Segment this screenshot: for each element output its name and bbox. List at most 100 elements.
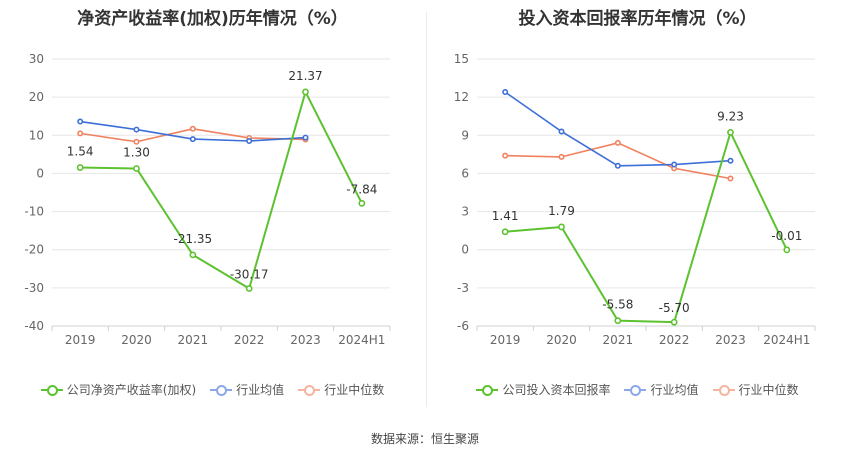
data-point-median [614,139,621,146]
data-point-company [76,164,84,171]
legend-marker [624,384,647,396]
data-point-company [133,165,140,172]
data-point-median [558,153,565,160]
legend-label: 行业均值 [236,383,285,397]
data-point-avg [246,138,253,145]
data-point-avg [671,161,678,168]
x-tick-label: 2023 [715,333,746,347]
y-tick-label: 15 [454,52,469,66]
data-point-median [502,152,509,159]
data-point-company [558,223,565,231]
x-tick-label: 2024H1 [763,333,810,347]
x-tick-label: 2021 [178,333,209,347]
data-point-avg [614,162,621,169]
data-label: -5.58 [602,298,633,312]
data-point-avg [189,136,196,143]
x-tick-label: 2020 [546,333,577,347]
legend-item-company[interactable]: 公司净资产收益率(加权) [40,381,196,398]
x-tick-label: 2019 [65,333,96,347]
data-point-company [245,285,253,292]
legend-marker [298,384,321,396]
legend-marker [40,384,63,396]
roic-chart-panel: 投入资本回报率历年情况（%） 15 12 9 6 3 0 -3 -6 2019 2020 2021 2… [425,0,850,420]
y-tick-label: -6 [457,319,469,333]
data-point-company [302,88,309,96]
data-point-company [783,246,791,254]
data-label: 1.41 [492,209,519,223]
y-tick-label: 30 [29,52,44,66]
series-line-avg [504,91,731,167]
legend-item-avg[interactable]: 行业均值 [210,381,284,398]
roe-chart-panel: 净资产收益率(加权)历年情况（%） 30 20 10 0 -10 -20 -30 -40 201… [0,0,425,420]
y-tick-label: -40 [24,319,44,333]
legend-marker [712,384,735,396]
panel-divider [426,12,427,407]
legend-label: 公司投入资本回报率 [502,383,611,397]
y-tick-label: 0 [36,166,44,180]
data-point-median [77,130,84,137]
x-tick-label: 2020 [121,333,152,347]
data-point-avg [502,89,509,96]
data-point-avg [727,157,734,164]
data-label: -30.17 [230,268,269,282]
legend-marker [210,384,233,396]
roic-legend: 公司投入资本回报率 行业均值 行业中位数 [425,381,850,398]
legend-marker [476,384,499,396]
data-point-company [358,199,366,207]
data-point-median [133,138,140,145]
data-label: 9.23 [717,109,744,123]
data-point-company [189,251,197,259]
data-point-avg [302,134,309,141]
data-label: 21.37 [288,69,322,83]
data-point-median [189,125,196,132]
y-tick-label: 9 [461,128,469,142]
x-tick-label: 2022 [659,333,690,347]
x-tick-label: 2023 [290,333,321,347]
data-source: 数据来源：恒生聚源 [370,432,479,446]
data-point-avg [558,128,565,135]
x-tick-label: 2022 [234,333,265,347]
x-tick-label: 2019 [490,333,521,347]
legend-label: 行业中位数 [324,383,385,397]
roe-legend: 公司净资产收益率(加权) 行业均值 行业中位数 [0,381,425,398]
y-tick-label: 6 [461,166,469,180]
legend-item-avg[interactable]: 行业均值 [624,381,699,398]
y-tick-label: -3 [457,281,469,295]
y-tick-label: -20 [24,243,44,257]
y-tick-label: 12 [454,90,469,104]
series-line-company [80,90,363,290]
data-point-company [614,317,622,325]
data-point-median [727,175,734,182]
data-label: -5.70 [659,301,690,315]
data-label: -7.84 [346,182,377,196]
data-point-company [727,128,734,136]
data-point-avg [77,118,84,125]
data-label: 1.79 [548,204,575,218]
chart-title: 净资产收益率(加权)历年情况（%） [77,9,348,29]
chart-title: 投入资本回报率历年情况（%） [518,9,757,29]
roic-line-chart: 15 12 9 6 3 0 -3 -6 2019 2020 2021 2022 2023 2024H1 1.… [454,52,816,347]
y-tick-label: 20 [29,90,44,104]
legend-item-median[interactable]: 行业中位数 [712,381,799,398]
data-point-company [670,318,678,326]
y-tick-label: -10 [24,205,44,219]
series-line-company [505,131,788,324]
data-point-company [501,228,509,236]
legend-item-company[interactable]: 公司投入资本回报率 [476,381,610,398]
legend-label: 行业均值 [650,383,699,397]
data-label: 1.54 [67,145,94,159]
data-label: 1.30 [123,145,150,159]
x-tick-label: 2021 [603,333,634,347]
y-tick-label: 0 [461,243,469,257]
y-tick-label: -30 [24,281,44,295]
legend-label: 行业中位数 [738,383,799,397]
x-tick-label: 2024H1 [338,333,385,347]
roe-line-chart: 30 20 10 0 -10 -20 -30 -40 2019 2020 2021 2022 2023 2… [24,52,391,347]
y-tick-label: 3 [461,205,469,219]
y-tick-label: 10 [29,128,44,142]
data-point-avg [133,126,140,133]
legend-item-median[interactable]: 行业中位数 [298,381,384,398]
data-label: -0.01 [771,229,802,243]
data-label: -21.35 [173,232,212,246]
